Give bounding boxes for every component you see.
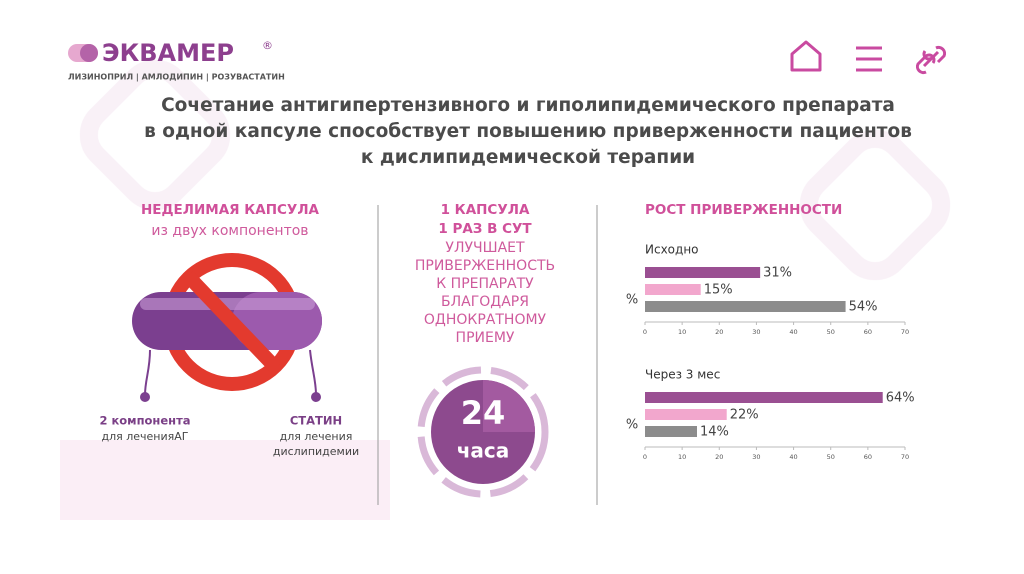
y-axis-label: % xyxy=(626,418,638,433)
slide-title: к дислипидемической терапии xyxy=(361,147,695,168)
bar xyxy=(645,409,727,420)
x-tick-label: 20 xyxy=(715,453,723,461)
value-label: 14% xyxy=(700,425,729,440)
decor-band xyxy=(60,440,390,520)
clock-number: 24 xyxy=(461,394,506,432)
bar xyxy=(645,426,697,437)
x-tick-label: 10 xyxy=(678,328,686,336)
x-tick-label: 70 xyxy=(901,328,909,336)
x-tick-label: 40 xyxy=(789,328,797,336)
component-title: 2 компонента xyxy=(99,414,190,428)
bar xyxy=(645,392,883,403)
middle-text: БЛАГОДАРЯ xyxy=(441,294,529,310)
x-tick-label: 70 xyxy=(901,453,909,461)
y-axis-label: % xyxy=(626,293,638,308)
right-heading: РОСТ ПРИВЕРЖЕННОСТИ xyxy=(645,202,842,218)
x-tick-label: 10 xyxy=(678,453,686,461)
middle-text: К ПРЕПАРАТУ xyxy=(436,276,534,292)
value-label: 31% xyxy=(763,266,792,281)
x-tick-label: 50 xyxy=(827,328,835,336)
middle-text: УЛУЧШАЕТ xyxy=(445,240,525,256)
middle-text: ОДНОКРАТНОМУ xyxy=(424,312,547,328)
middle-heading: 1 РАЗ В СУТ xyxy=(438,221,532,237)
x-tick-label: 30 xyxy=(752,328,760,336)
home-icon[interactable] xyxy=(790,40,822,72)
value-label: 22% xyxy=(730,408,759,423)
clock-unit: часа xyxy=(457,439,510,463)
chart-title: Исходно xyxy=(645,243,699,257)
logo: ЭКВАМЕР ® ЛИЗИНОПРИЛ | АМЛОДИПИН | РОЗУВ… xyxy=(68,39,285,82)
logo-name: ЭКВАМЕР xyxy=(102,39,234,67)
logo-icon xyxy=(80,44,98,62)
middle-text: ПРИВЕРЖЕННОСТЬ xyxy=(415,258,555,274)
menu-icon[interactable] xyxy=(856,46,882,72)
component-text: дислипидемии xyxy=(273,445,359,458)
x-tick-label: 40 xyxy=(789,453,797,461)
x-tick-label: 60 xyxy=(864,328,872,336)
slide-title: в одной капсуле способствует повышению п… xyxy=(144,121,912,142)
value-label: 64% xyxy=(886,391,915,406)
background-decor xyxy=(79,59,951,281)
middle-text: ПРИЕМУ xyxy=(456,330,515,346)
x-tick-label: 0 xyxy=(643,453,647,461)
value-label: 54% xyxy=(849,300,878,315)
x-tick-label: 50 xyxy=(827,453,835,461)
value-label: 15% xyxy=(704,283,733,298)
middle-heading: 1 КАПСУЛА xyxy=(441,202,530,218)
logo-mark: ® xyxy=(262,39,273,52)
x-tick-label: 0 xyxy=(643,328,647,336)
left-subheading: из двух компонентов xyxy=(151,223,308,239)
link-icon[interactable] xyxy=(915,45,947,75)
chart-title: Через 3 мес xyxy=(645,368,720,382)
capsule-illustration xyxy=(132,253,322,402)
left-heading: НЕДЕЛИМАЯ КАПСУЛА xyxy=(141,202,320,218)
logo-subtitle: ЛИЗИНОПРИЛ | АМЛОДИПИН | РОЗУВАСТАТИН xyxy=(68,73,285,82)
bar xyxy=(645,284,701,295)
component-title: СТАТИН xyxy=(290,414,342,428)
x-tick-label: 60 xyxy=(864,453,872,461)
component-text: для леченияАГ xyxy=(101,430,188,443)
x-tick-label: 20 xyxy=(715,328,723,336)
bar xyxy=(645,301,846,312)
bar xyxy=(645,267,761,278)
x-tick-label: 30 xyxy=(752,453,760,461)
clock xyxy=(417,366,549,498)
component-text: для лечения xyxy=(280,430,353,443)
slide-title: Сочетание антигипертензивного и гиполипи… xyxy=(161,95,895,116)
